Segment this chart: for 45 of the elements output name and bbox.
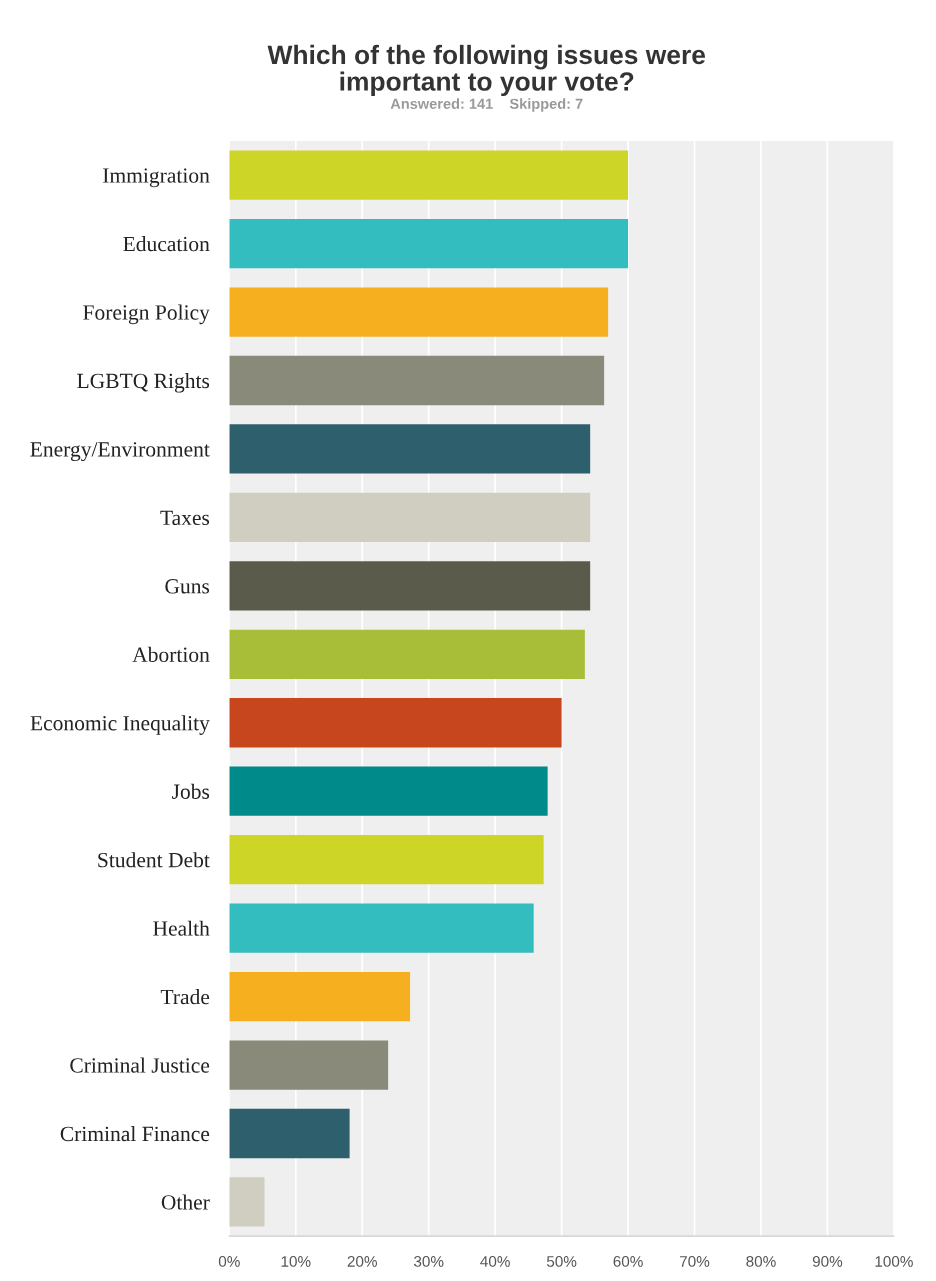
bar bbox=[229, 835, 544, 885]
x-tick-label: 10% bbox=[281, 1256, 311, 1267]
y-tick-label: Abortion bbox=[132, 646, 210, 662]
y-tick-label: Energy/Environment bbox=[30, 442, 210, 462]
x-tick-label: 0% bbox=[218, 1256, 240, 1267]
bar bbox=[229, 698, 562, 748]
y-tick-label: Jobs bbox=[172, 783, 210, 799]
y-tick-label: Health bbox=[153, 920, 210, 936]
x-tick-label: 60% bbox=[613, 1256, 643, 1267]
bar bbox=[229, 629, 585, 679]
bar bbox=[229, 150, 629, 200]
x-tick-label: 30% bbox=[413, 1256, 444, 1267]
y-tick-label: Guns bbox=[165, 579, 210, 594]
bar bbox=[229, 561, 591, 611]
x-tick-label: 80% bbox=[746, 1256, 776, 1267]
y-tick-label: Economic Inequality bbox=[30, 715, 210, 735]
bar bbox=[229, 1108, 350, 1159]
bar bbox=[229, 355, 605, 406]
y-tick-label: Trade bbox=[160, 989, 210, 1005]
x-tick-label: 100% bbox=[875, 1256, 913, 1267]
bar bbox=[229, 218, 629, 269]
chart-title: Which of the following issues were important to your vote? bbox=[267, 44, 706, 97]
y-tick-label: Education bbox=[123, 236, 210, 252]
x-tick-label: 70% bbox=[680, 1256, 710, 1267]
bar bbox=[229, 1040, 389, 1090]
bar bbox=[229, 492, 591, 543]
y-tick-label: LGBTQ Rights bbox=[77, 373, 210, 393]
y-tick-label: Foreign Policy bbox=[83, 304, 210, 325]
bar bbox=[229, 971, 411, 1022]
bar bbox=[229, 903, 534, 953]
x-tick-label: 90% bbox=[812, 1256, 843, 1267]
x-tick-label: 20% bbox=[347, 1256, 377, 1267]
y-tick-label: Criminal Finance bbox=[60, 1126, 210, 1142]
bar bbox=[229, 1177, 265, 1227]
y-tick-label: Student Debt bbox=[98, 852, 210, 868]
bar bbox=[229, 766, 548, 816]
chart-subtitle: Answered: 141 Skipped: 7 bbox=[390, 98, 583, 112]
x-tick-label: 40% bbox=[480, 1256, 510, 1267]
x-tick-label: 50% bbox=[546, 1256, 577, 1267]
y-tick-label: Criminal Justice bbox=[70, 1057, 210, 1073]
bar bbox=[229, 424, 591, 474]
bar bbox=[229, 287, 609, 337]
y-tick-label: Taxes bbox=[160, 510, 210, 526]
y-tick-label: Other bbox=[161, 1194, 210, 1210]
y-tick-label: Immigration bbox=[103, 168, 210, 188]
